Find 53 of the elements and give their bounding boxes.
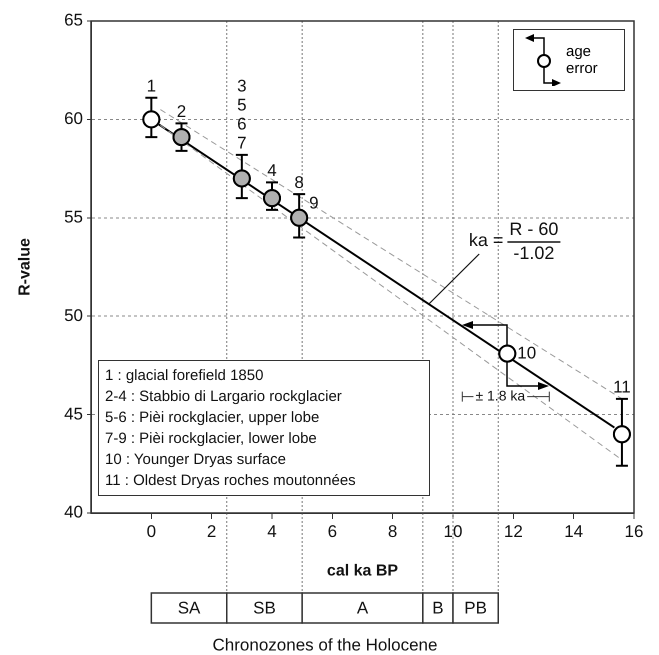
- annotation: 7-9 : Pièi rockglacier, lower lobe: [105, 429, 318, 449]
- y-tick-label: 40: [64, 502, 83, 522]
- annotation: 2: [176, 102, 186, 122]
- annotation: 3: [237, 76, 247, 96]
- annotation: 2-4 : Stabbio di Largario rockglacier: [105, 387, 343, 407]
- x-tick-label: 10: [444, 522, 462, 541]
- key-box: age error: [513, 29, 625, 91]
- text: Chronozones of the Holocene: [212, 636, 438, 655]
- point: [142, 110, 160, 128]
- annotation: 7: [237, 134, 247, 153]
- annotation: 1: [146, 76, 156, 96]
- x-tick-label: 8: [388, 522, 398, 541]
- text: SB: [253, 598, 276, 618]
- annotation: 8: [294, 172, 304, 192]
- point: [612, 425, 631, 444]
- annotation: ± 1.8 ka: [475, 387, 526, 404]
- point: [232, 169, 251, 188]
- text: SA: [178, 598, 202, 618]
- annotation: -1.02: [513, 242, 554, 263]
- annotation: 5: [237, 96, 247, 115]
- annotation: 11: [613, 378, 631, 397]
- x-tick-label: 14: [564, 522, 584, 541]
- annotation: 10: [517, 343, 536, 362]
- annotation: 6: [237, 114, 247, 134]
- annotation: 11 : Oldest Dryas roches moutonnées: [105, 471, 357, 491]
- x-tick-label: 4: [267, 522, 277, 541]
- annotation: 10 : Younger Dryas surface: [105, 450, 287, 470]
- y-tick-label: 55: [64, 207, 83, 226]
- x-axis-title: cal ka BP: [326, 562, 398, 580]
- annotation: ka =: [468, 230, 504, 250]
- y-tick-label: 45: [64, 404, 83, 424]
- x-tick-label: 6: [328, 522, 338, 541]
- y-tick-label: 50: [64, 306, 83, 325]
- text: B: [432, 598, 444, 618]
- y-tick-label: 60: [64, 109, 83, 128]
- x-tick-label: 16: [624, 522, 644, 541]
- annotation: 4: [267, 161, 277, 180]
- point: [290, 208, 308, 227]
- text: A: [356, 598, 369, 618]
- point: [263, 189, 281, 208]
- y-tick-label: 65: [64, 10, 83, 30]
- annotation: age error: [566, 43, 599, 77]
- point: [172, 128, 190, 146]
- point: [498, 344, 516, 363]
- x-tick-label: 12: [504, 522, 523, 541]
- x-tick-label: 2: [206, 522, 216, 541]
- annotation: 1 : glacial forefield 1850: [105, 366, 264, 386]
- annotation: 9: [309, 193, 319, 212]
- annotation: R - 60: [509, 218, 558, 239]
- text: PB: [464, 598, 487, 618]
- y-axis-title: R-value: [16, 238, 34, 296]
- x-tick-label: 0: [146, 522, 156, 541]
- annotation: 5-6 : Pièi rockglacier, upper lobe: [105, 408, 320, 428]
